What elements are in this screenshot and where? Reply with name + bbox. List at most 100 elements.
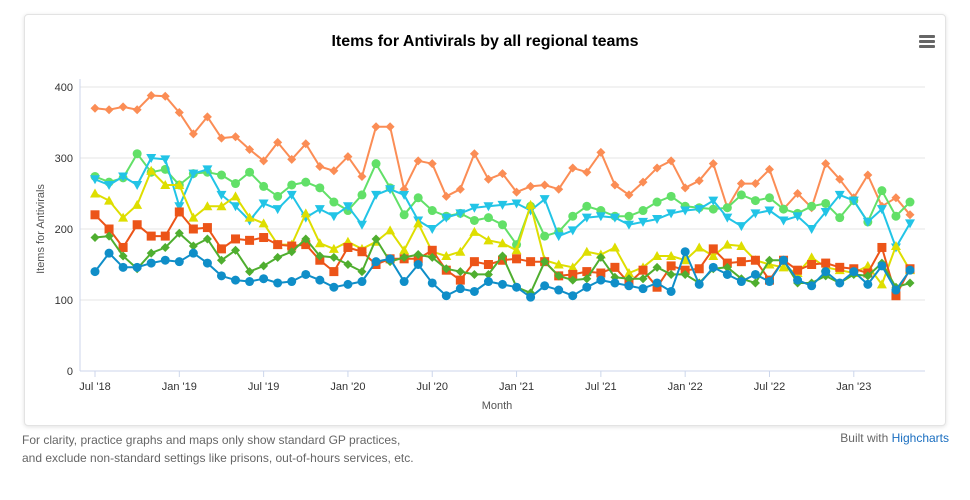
data-point-red [202, 223, 212, 233]
data-point-green [624, 274, 634, 284]
data-point-blue [694, 279, 704, 289]
data-point-green [146, 248, 156, 258]
data-point-cyan [722, 213, 733, 223]
data-point-blue [455, 284, 465, 294]
data-point-green [329, 252, 339, 262]
data-point-orange [259, 156, 269, 166]
data-point-green [498, 251, 507, 261]
data-point-cyan [750, 209, 761, 219]
data-point-orange [554, 184, 564, 194]
data-point-orange [469, 149, 479, 159]
data-point-cyan [778, 216, 789, 226]
data-point-blue [905, 265, 915, 275]
data-point-yellow [511, 245, 522, 255]
data-point-yellow [525, 199, 536, 209]
data-point-cyan [609, 213, 620, 223]
data-point-green [160, 242, 170, 252]
credit-prefix: Built with [840, 431, 892, 445]
data-point-orange [652, 163, 662, 173]
data-point-light-green [273, 191, 283, 201]
data-point-orange [104, 105, 114, 115]
data-point-cyan [553, 232, 564, 242]
data-point-green [680, 269, 690, 279]
data-point-light-green [779, 204, 789, 214]
data-point-red [455, 275, 465, 285]
data-point-yellow [806, 252, 817, 262]
data-point-yellow [328, 243, 339, 253]
data-point-light-green [821, 198, 831, 208]
data-point-yellow [202, 201, 213, 211]
data-point-orange [498, 169, 507, 179]
data-point-red [343, 242, 353, 252]
data-point-blue [132, 262, 142, 272]
x-tick-label: Jan '23 [836, 381, 871, 393]
x-axis-title: Month [482, 400, 513, 412]
data-point-cyan [356, 220, 367, 230]
data-point-green [863, 271, 873, 281]
hamburger-menu-icon[interactable] [919, 35, 935, 49]
data-point-orange [146, 91, 156, 101]
data-point-green [231, 245, 241, 255]
data-point-red [596, 268, 606, 278]
data-point-orange [160, 91, 170, 101]
data-point-cyan [160, 155, 171, 165]
data-point-green [259, 261, 269, 271]
data-point-cyan [104, 180, 115, 190]
data-point-yellow [104, 195, 115, 205]
data-point-cyan [328, 212, 339, 222]
data-point-cyan [806, 225, 817, 234]
data-point-orange [835, 174, 845, 184]
data-point-light-green [427, 206, 437, 216]
data-point-cyan [146, 154, 157, 163]
data-point-red [666, 261, 676, 271]
data-point-orange [750, 179, 760, 189]
data-point-cyan [539, 195, 550, 205]
highcharts-link[interactable]: Highcharts [891, 431, 949, 445]
data-point-orange [680, 183, 690, 193]
data-point-green [540, 257, 550, 267]
data-point-orange [540, 180, 550, 190]
data-point-blue [779, 255, 789, 265]
data-point-red [877, 242, 887, 252]
data-point-blue [357, 277, 367, 287]
data-point-green [750, 278, 760, 288]
data-point-green [638, 274, 648, 284]
data-point-green [469, 269, 479, 279]
data-point-blue [469, 286, 479, 296]
data-point-red [736, 257, 746, 267]
data-point-green [905, 278, 915, 288]
data-point-red [132, 220, 142, 230]
data-point-blue [202, 258, 212, 268]
data-point-light-green [357, 190, 367, 200]
data-point-yellow [314, 238, 325, 248]
data-point-blue [610, 278, 620, 288]
data-point-blue [666, 286, 676, 296]
data-point-blue [413, 260, 423, 269]
data-point-yellow [160, 179, 171, 189]
data-point-red [231, 234, 241, 244]
y-tick-label: 400 [55, 82, 73, 94]
data-point-cyan [666, 209, 677, 219]
data-point-green [202, 234, 212, 244]
data-point-blue [891, 285, 901, 295]
data-point-green [118, 251, 128, 261]
data-point-red [245, 235, 255, 245]
data-point-green [483, 269, 493, 279]
data-point-cyan [469, 203, 480, 213]
data-point-orange [863, 170, 873, 180]
data-point-green [596, 252, 606, 262]
data-point-yellow [497, 238, 508, 248]
data-point-light-green [245, 167, 255, 177]
data-point-red [821, 258, 831, 268]
data-point-light-green [498, 220, 507, 230]
data-point-yellow [581, 246, 592, 256]
data-point-cyan [652, 215, 663, 225]
data-point-yellow [567, 262, 578, 272]
data-point-orange [287, 154, 297, 164]
data-point-yellow [188, 212, 199, 222]
data-point-green [554, 271, 564, 281]
data-point-cyan [820, 207, 831, 217]
data-point-light-green [287, 180, 297, 190]
data-point-blue [259, 274, 269, 284]
data-point-cyan [399, 190, 410, 200]
